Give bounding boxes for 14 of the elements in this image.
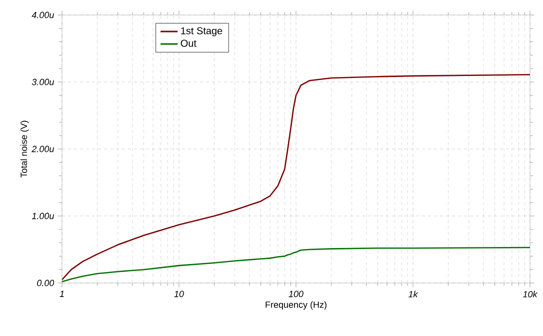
x-tick-label: 1k — [408, 290, 418, 298]
legend-label: 1st Stage — [181, 27, 222, 36]
x-axis-title: Frequency (Hz) — [266, 301, 326, 310]
y-tick-label: 0.00 — [37, 280, 54, 286]
y-tick-label: 2.00u — [32, 146, 54, 152]
x-tick-label: 10 — [174, 290, 184, 298]
y-tick-label: 1.00u — [32, 212, 54, 220]
y-axis-title: Total noise (V) — [20, 120, 29, 178]
y-tick-label: 4.00u — [32, 12, 54, 18]
x-tick-label: 1 — [60, 290, 64, 297]
x-tick-label: 10k — [522, 290, 538, 298]
x-tick-label: 100 — [288, 290, 304, 298]
legend-label: Out — [180, 40, 196, 47]
y-tick-label: 3.00u — [32, 78, 54, 86]
